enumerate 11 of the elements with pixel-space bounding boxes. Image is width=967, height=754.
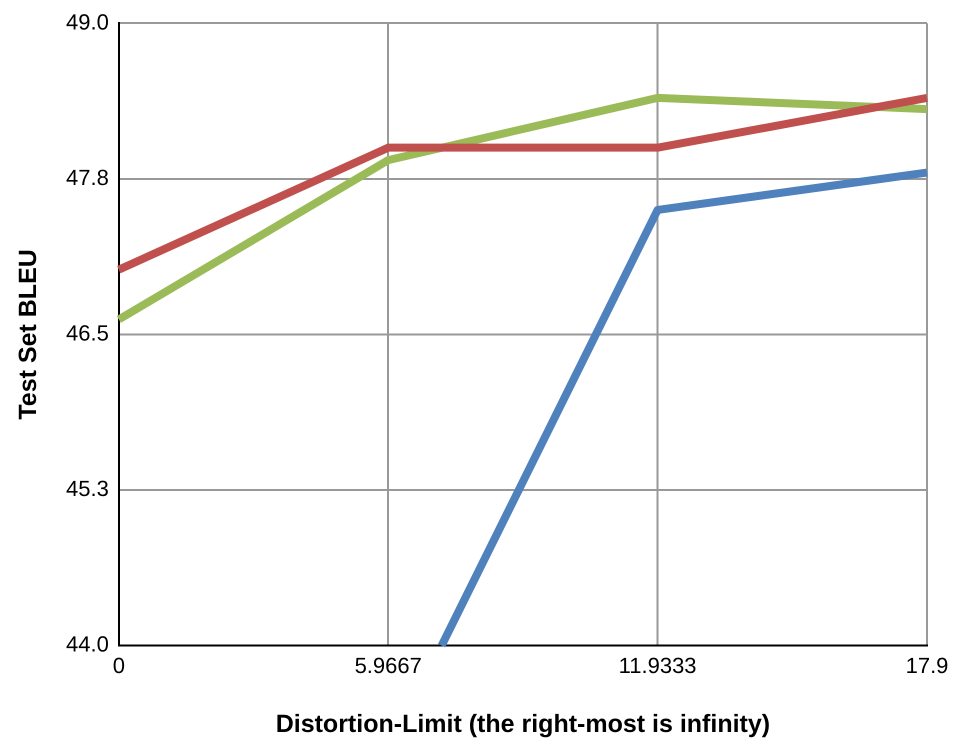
x-tick-label: 0 — [112, 652, 125, 678]
x-tick-label: 5.9667 — [354, 652, 422, 678]
y-tick-label: 44.0 — [66, 632, 109, 657]
y-tick-label: 47.8 — [66, 164, 109, 190]
x-axis-title: Distortion-Limit (the right-most is infinity) — [276, 710, 770, 738]
y-tick-label: 45.3 — [66, 476, 109, 502]
x-tick-label: 17.9 — [906, 652, 948, 678]
x-tick-label: 11.9333 — [618, 652, 697, 678]
y-tick-label: 49.0 — [66, 9, 109, 34]
y-axis-title: Test Set BLEU — [14, 249, 42, 420]
y-tick-label: 46.5 — [66, 320, 109, 346]
